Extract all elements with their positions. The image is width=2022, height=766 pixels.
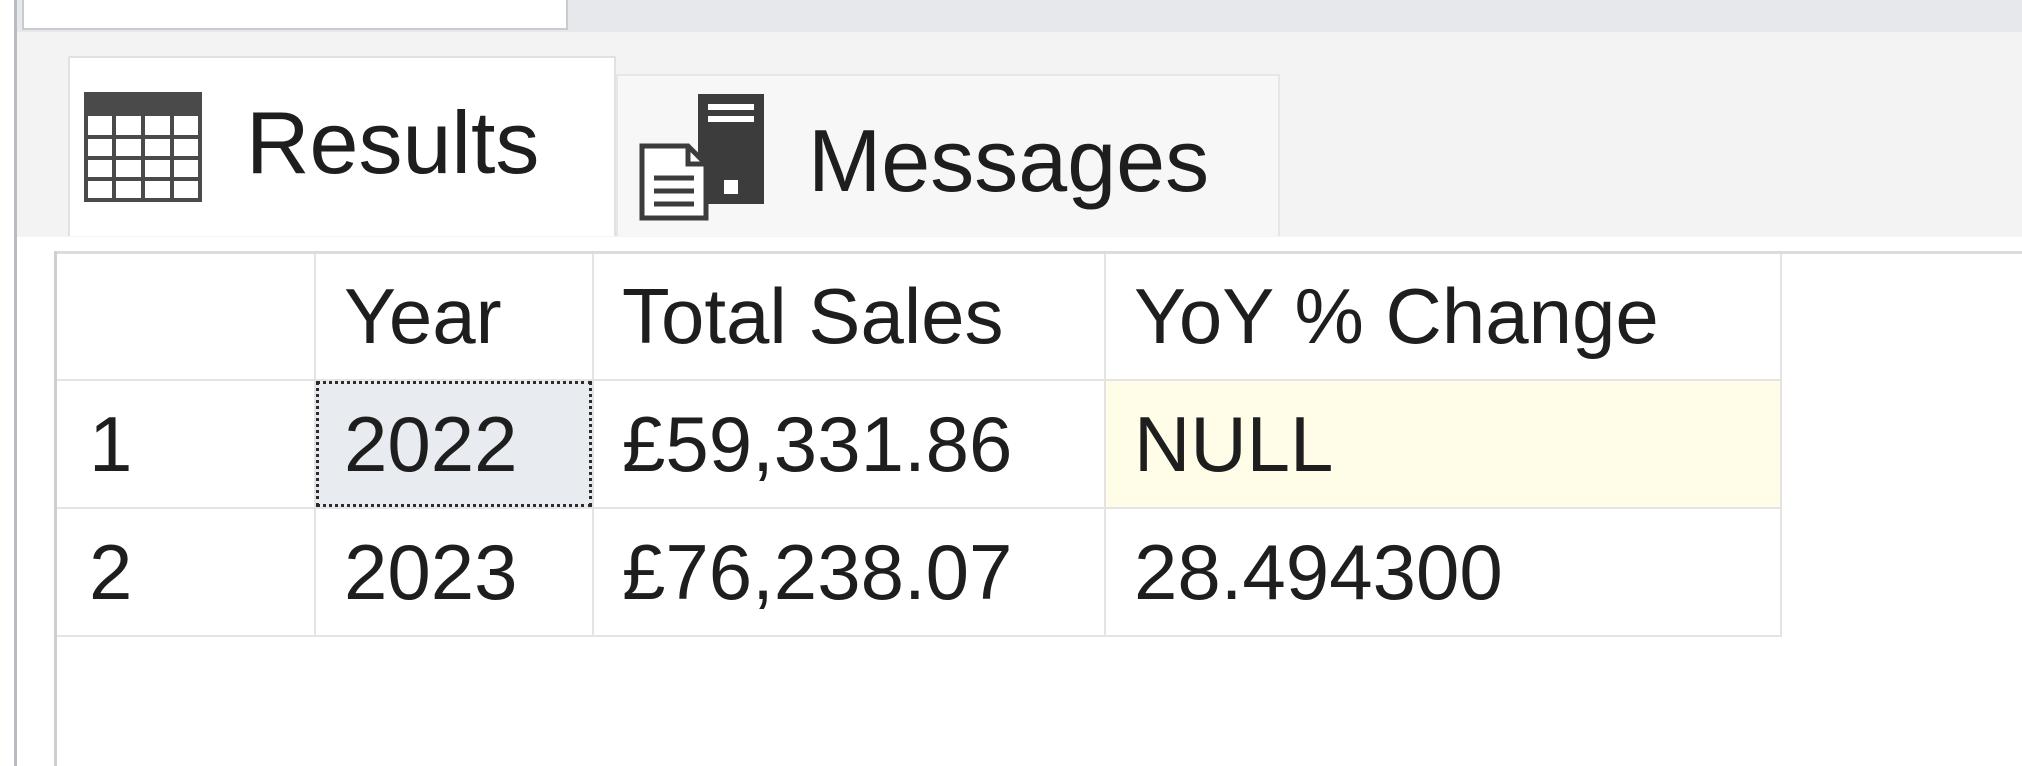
- tab-messages[interactable]: Messages: [616, 74, 1280, 236]
- row-number-header[interactable]: [57, 254, 316, 381]
- grid-left-border: [54, 251, 57, 766]
- query-editor-panel-edge: [22, 0, 568, 30]
- window-left-edge: [14, 0, 17, 766]
- table-row: 1 2022 £59,331.86 NULL: [57, 380, 1782, 509]
- cell-year[interactable]: 2023: [315, 508, 594, 637]
- column-header-year[interactable]: Year: [315, 254, 594, 381]
- cell-yoy-change[interactable]: NULL: [1105, 380, 1782, 509]
- cell-yoy-change[interactable]: 28.494300: [1105, 508, 1782, 637]
- tab-results[interactable]: Results: [68, 56, 616, 236]
- column-header-yoy-change[interactable]: YoY % Change: [1105, 254, 1782, 381]
- grid-header-row: Year Total Sales YoY % Change: [57, 254, 1782, 381]
- table-row: 2 2023 £76,238.07 28.494300: [57, 508, 1782, 637]
- results-grid: Year Total Sales YoY % Change 1 2022 £59…: [57, 254, 1782, 637]
- grid-top-border: [54, 251, 2022, 254]
- row-number[interactable]: 2: [57, 508, 316, 637]
- cell-year[interactable]: 2022: [315, 380, 594, 509]
- document-server-icon: [638, 90, 768, 222]
- cell-total-sales[interactable]: £59,331.86: [593, 380, 1106, 509]
- tab-results-label: Results: [246, 93, 540, 192]
- grid-icon: [84, 92, 202, 202]
- column-header-total-sales[interactable]: Total Sales: [593, 254, 1106, 381]
- tab-messages-label: Messages: [808, 111, 1210, 210]
- cell-total-sales[interactable]: £76,238.07: [593, 508, 1106, 637]
- row-number[interactable]: 1: [57, 380, 316, 509]
